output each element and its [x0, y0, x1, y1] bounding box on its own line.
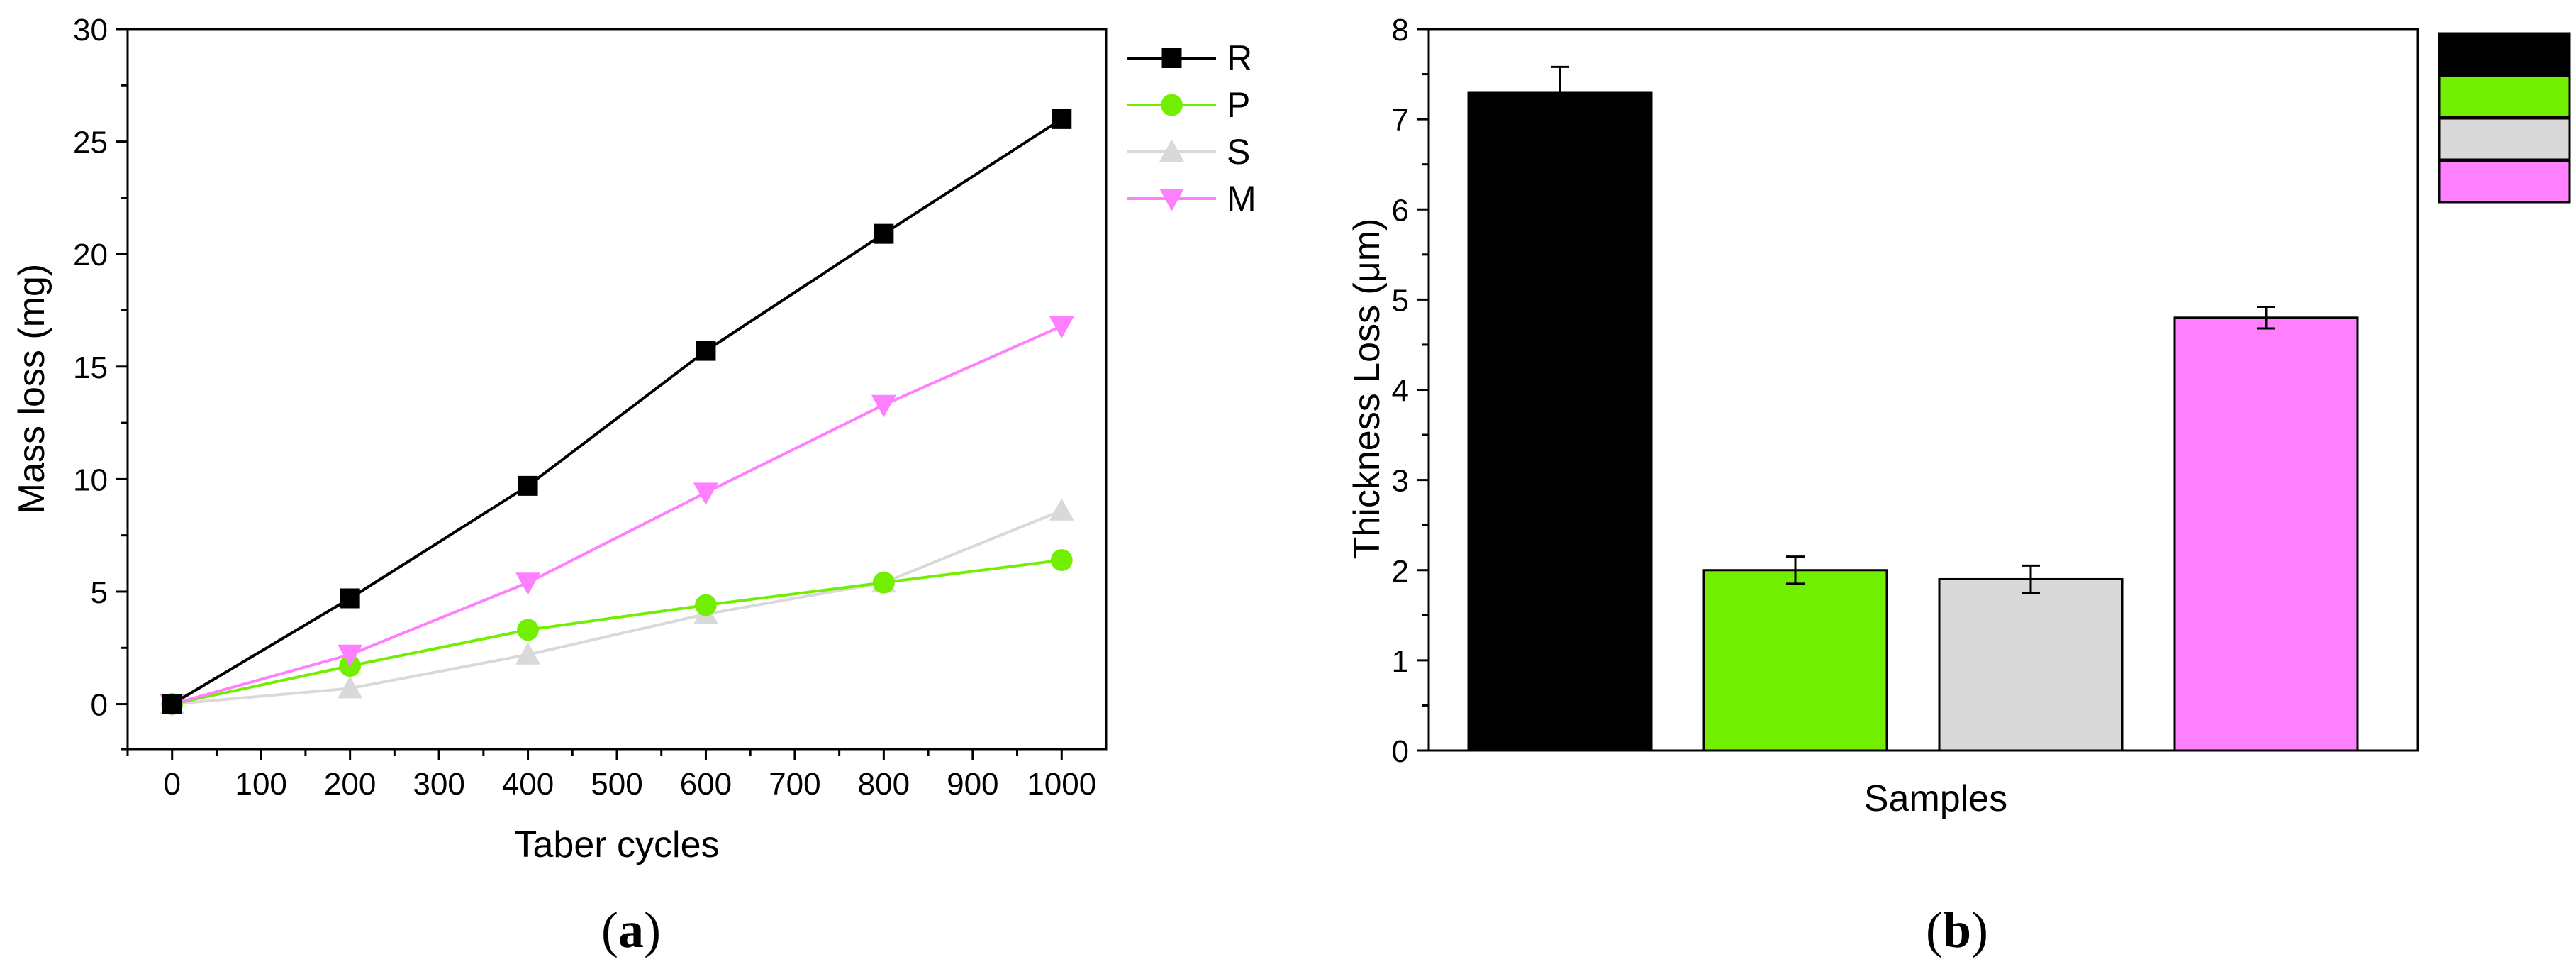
data-point-R [696, 341, 716, 361]
data-point-M [1049, 316, 1074, 339]
legend-item-M: M [1127, 179, 1256, 218]
y-tick-label: 20 [73, 238, 108, 272]
series-S [160, 498, 1074, 714]
series-line-M [172, 324, 1063, 706]
y-tick-label-b: 1 [1392, 644, 1409, 679]
y-tick-label: 10 [73, 463, 108, 497]
data-point-P [1050, 549, 1073, 571]
bar-R [1467, 91, 1653, 752]
legend-item-b-P: P [2438, 74, 2571, 118]
x-tick-label: 100 [235, 767, 286, 802]
legend-swatch-S [2438, 117, 2571, 161]
y-tick-label-b: 4 [1392, 374, 1409, 409]
legend-label-P: P [1227, 85, 1250, 125]
y-tick-label: 0 [91, 688, 108, 723]
bar-S [1938, 577, 2124, 752]
data-point-M [515, 572, 541, 595]
data-point-R [340, 588, 360, 609]
series-line-S [172, 509, 1063, 706]
y-tick-label: 5 [91, 575, 108, 610]
legend-marker-M [1159, 189, 1184, 211]
data-point-R [874, 223, 894, 244]
x-tick-label: 300 [413, 767, 464, 802]
y-tick-label: 25 [73, 126, 108, 160]
data-point-S [338, 675, 363, 699]
data-point-M [871, 394, 896, 418]
y-tick-label-b: 8 [1392, 13, 1409, 48]
x-tick-label: 500 [591, 767, 642, 802]
data-point-S [1049, 498, 1074, 521]
series-M [160, 316, 1074, 717]
y-tick-label-b: 5 [1392, 283, 1409, 318]
legend-label-R: R [1227, 38, 1252, 78]
legend-label-M: M [1227, 179, 1256, 218]
bar-group-S [1938, 564, 2124, 752]
legend-swatch-R [2438, 32, 2571, 76]
x-tick-label: 900 [947, 767, 998, 802]
y-axis-ticks-b: 0 1 2 3 4 5 6 7 8 [1392, 13, 1429, 769]
bar-group-R [1467, 65, 1653, 752]
legend-item-b-R: R [2438, 32, 2571, 76]
data-point-M [693, 482, 718, 505]
x-tick-label: 600 [680, 767, 732, 802]
data-point-S [515, 642, 541, 665]
legend-item-P: P [1127, 85, 1250, 125]
y-tick-label-b: 3 [1392, 464, 1409, 499]
y-tick-label-b: 2 [1392, 554, 1409, 589]
series-group [160, 109, 1074, 717]
data-point-R [1052, 109, 1072, 129]
line-chart-panel-a: 0 5 10 15 20 25 30 0 100 200 300 400 500 600 700 800 90… [11, 13, 1256, 958]
legend-item-b-S: S [2438, 117, 2571, 161]
bar-P [1702, 569, 1888, 752]
y-tick-label-b: 6 [1392, 193, 1409, 228]
data-point-M [338, 644, 363, 668]
series-line-R [171, 118, 1063, 706]
x-tick-label: 0 [163, 767, 180, 802]
x-tick-label: 700 [769, 767, 820, 802]
legend-item-S: S [1127, 132, 1250, 172]
y-axis-ticks: 0 5 10 15 20 25 30 [73, 13, 128, 751]
data-point-R [518, 475, 538, 496]
x-axis-ticks: 0 100 200 300 400 500 600 700 800 900 1000 [126, 749, 1096, 802]
y-axis-label-b: Thickness Loss (μm) [1346, 218, 1388, 560]
data-point-P [517, 619, 539, 641]
data-point-P [695, 594, 717, 616]
bar-group-M [2173, 306, 2359, 752]
x-tick-label: 200 [324, 767, 376, 802]
data-point-P [872, 571, 895, 594]
legend-item-b-M: M [2438, 160, 2571, 204]
series-P [161, 549, 1073, 715]
y-tick-label: 15 [73, 350, 108, 385]
legend-item-R: R [1127, 38, 1252, 78]
bar-group-P [1702, 555, 1888, 752]
legend-marker-P [1161, 94, 1183, 116]
legend-swatch-M [2438, 160, 2571, 204]
bar-M [2173, 316, 2359, 752]
legend-label-S: S [1227, 132, 1250, 172]
y-axis-label: Mass loss (mg) [11, 264, 52, 514]
x-axis-label-b: Samples [1864, 778, 2007, 819]
bars-group [1467, 65, 2359, 752]
data-point-R [162, 694, 182, 714]
legend-marker-R [1161, 48, 1182, 68]
legend-marker-S [1159, 139, 1184, 162]
panel-label-a: (a) [601, 902, 661, 958]
legend-swatch-P [2438, 74, 2571, 118]
panel-label-b: (b) [1926, 902, 1988, 958]
series-R [162, 109, 1072, 714]
x-axis-label: Taber cycles [515, 824, 720, 865]
y-tick-label: 30 [73, 13, 108, 48]
series-line-P [172, 558, 1062, 706]
plot-area-frame [126, 28, 1108, 751]
y-tick-label-b: 0 [1392, 734, 1409, 769]
x-tick-label: 1000 [1027, 767, 1096, 802]
x-tick-label: 400 [502, 767, 554, 802]
y-tick-label-b: 7 [1392, 103, 1409, 138]
x-tick-label: 800 [858, 767, 910, 802]
